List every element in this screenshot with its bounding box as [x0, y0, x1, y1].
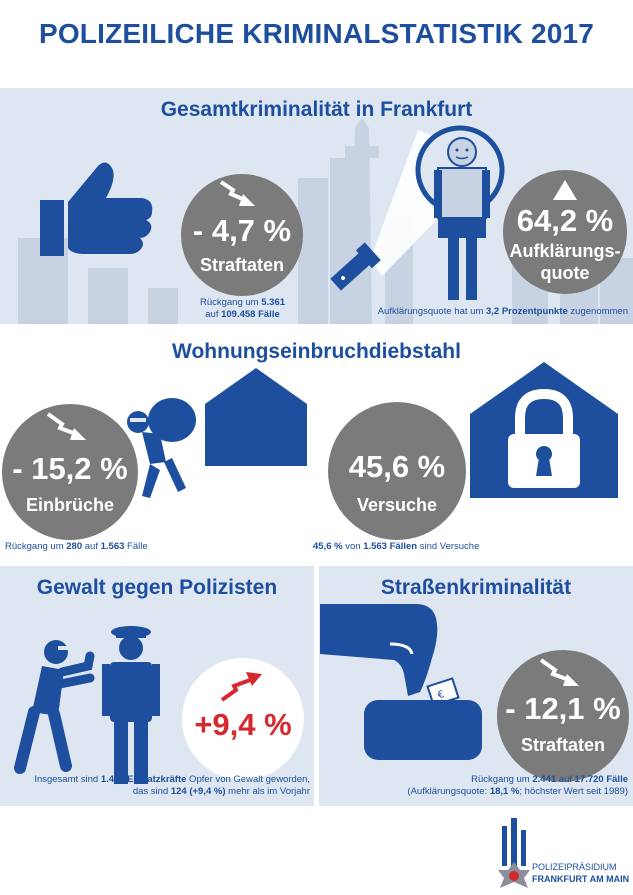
- svg-text:€: €: [436, 689, 445, 701]
- einbrueche-change-badge: - 15,2 % Einbrüche: [2, 404, 138, 540]
- einbrueche-change-value: - 15,2 %: [12, 451, 128, 486]
- page-title: POLIZEILICHE KRIMINALSTATISTIK 2017: [38, 18, 595, 49]
- footer-org-name: POLIZEIPRÄSIDIUM FRANKFURT AM MAIN: [532, 861, 632, 885]
- straftaten-note: Rückgang um 5.361 auf 109.458 Fälle: [199, 297, 286, 320]
- straftaten-change-label: Straftaten: [199, 255, 284, 275]
- einbrueche-change-label: Einbrüche: [25, 495, 114, 515]
- gewalt-change-badge: +9,4 %: [182, 658, 304, 780]
- section-title-gewalt: Gewalt gegen Polizisten: [36, 576, 278, 599]
- section-title-wohnung: Wohnungseinbruchdiebstahl: [172, 340, 461, 363]
- versuche-label: Versuche: [356, 495, 438, 515]
- footer-org-line2: FRANKFURT AM MAIN: [532, 874, 630, 884]
- einbrueche-note: Rückgang um 280 auf 1.563 Fälle: [5, 541, 148, 552]
- strassenkriminalitaet-change-badge: - 12,1 % Straftaten: [497, 650, 629, 782]
- trend-down-icon: [219, 180, 255, 206]
- flashlight-suspect-graphic: [330, 125, 505, 300]
- aufklaerungsquote-label-1: Aufklärungs-: [509, 241, 621, 261]
- aufklaerungsquote-badge: 64,2 % Aufklärungs- quote: [503, 170, 627, 294]
- section-title-gesamt: Gesamtkriminalität in Frankfurt: [160, 98, 473, 121]
- burglar-icon: [127, 398, 196, 498]
- strasse-note: Rückgang um 2.441 auf 17.720 Fälle (Aufk…: [407, 774, 628, 797]
- aufklaerungsquote-value: 64,2 %: [516, 203, 614, 238]
- trend-up-icon: [220, 672, 262, 702]
- straftaten-change-value: - 4,7 %: [192, 213, 292, 248]
- thumbs-up-icon: [40, 162, 153, 256]
- hand-wallet-icon: €: [320, 604, 482, 760]
- aufklaerungsquote-note: Aufklärungsquote hat um 3,2 Prozentpunkt…: [377, 306, 628, 317]
- trend-down-icon: [539, 658, 579, 686]
- gewalt-note: Insgesamt sind 1.442 Einsatzkräfte Opfer…: [34, 774, 310, 797]
- straftaten-change-badge: - 4,7 % Straftaten: [181, 174, 303, 296]
- strassenkriminalitaet-change-value: - 12,1 %: [505, 691, 621, 726]
- versuche-value: 45,6 %: [348, 449, 446, 484]
- versuche-badge: 45,6 % Versuche: [328, 402, 466, 540]
- versuche-note: 45,6 % von 1.563 Fällen sind Versuche: [313, 541, 480, 552]
- police-officer-icon: [102, 626, 160, 784]
- police-logo-icon: [498, 818, 530, 888]
- trend-down-icon: [46, 412, 86, 440]
- section-title-strasse: Straßenkriminalität: [380, 576, 572, 599]
- triangle-up-icon: [553, 180, 577, 200]
- strassenkriminalitaet-change-label: Straftaten: [520, 735, 605, 755]
- gewalt-change-value: +9,4 %: [194, 707, 292, 742]
- house-lock-icon: [470, 362, 618, 498]
- aufklaerungsquote-label-2: quote: [540, 263, 590, 283]
- attacker-icon: [14, 640, 95, 774]
- footer-org-line1: POLIZEIPRÄSIDIUM: [532, 862, 617, 872]
- house-icon: [205, 368, 307, 466]
